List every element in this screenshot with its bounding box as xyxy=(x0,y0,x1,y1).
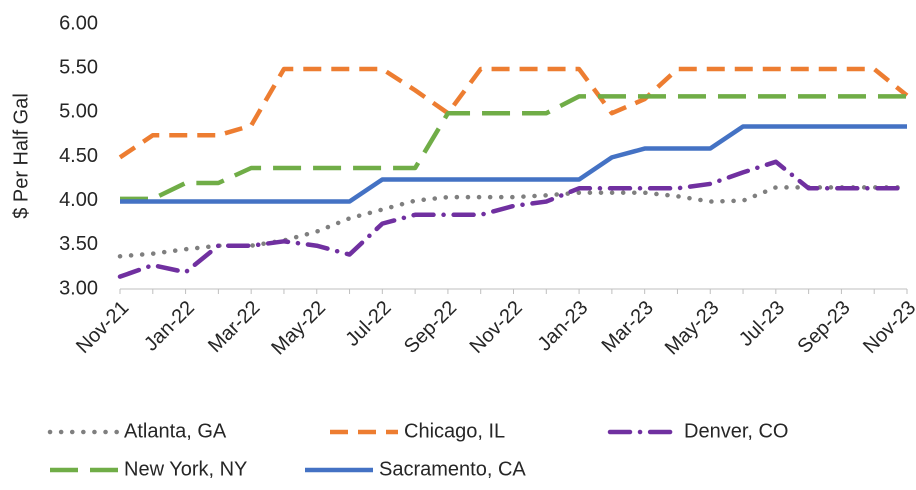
y-tick-label: 5.00 xyxy=(59,101,98,123)
x-tick-label: Jan-23 xyxy=(534,297,593,356)
legend-label: Sacramento, CA xyxy=(379,458,526,480)
x-tick-label: Mar-22 xyxy=(204,297,264,357)
y-tick-label: 5.50 xyxy=(59,56,98,78)
x-tick-label: Mar-23 xyxy=(598,297,658,357)
x-tick-label: Sep-22 xyxy=(400,297,461,358)
x-tick-label: Jul-22 xyxy=(342,297,396,351)
y-tick-label: 3.50 xyxy=(59,233,98,255)
x-tick-label: Jul-23 xyxy=(735,297,789,351)
x-tick-label: May-23 xyxy=(661,297,724,360)
legend-label: New York, NY xyxy=(124,458,247,480)
series-line xyxy=(120,94,907,202)
y-tick-label: 4.50 xyxy=(59,145,98,167)
legend-label: Atlanta, GA xyxy=(124,420,227,442)
y-tick-label: 3.00 xyxy=(59,277,98,299)
series-line xyxy=(120,124,907,204)
x-tick-label: Sep-23 xyxy=(794,297,855,358)
series-line xyxy=(117,185,910,259)
series-line xyxy=(118,66,909,160)
x-tick-label: Nov-23 xyxy=(859,297,916,358)
legend-label: Denver, CO xyxy=(684,420,788,442)
y-tick-label: 6.00 xyxy=(59,12,98,34)
series-line xyxy=(117,159,910,279)
x-tick-label: Nov-22 xyxy=(466,297,527,358)
x-tick-label: Nov-21 xyxy=(72,297,133,358)
y-axis-title: $ Per Half Gal xyxy=(10,93,32,219)
legend-label: Chicago, IL xyxy=(404,420,505,442)
y-tick-label: 4.00 xyxy=(59,189,98,211)
x-tick-label: May-22 xyxy=(267,297,330,360)
x-tick-label: Jan-22 xyxy=(140,297,199,356)
